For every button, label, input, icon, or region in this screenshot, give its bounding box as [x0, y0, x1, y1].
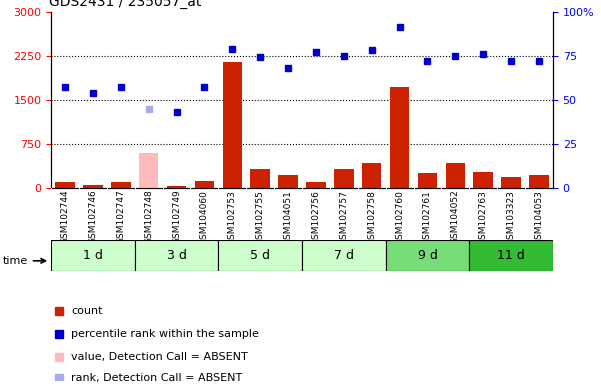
Bar: [474, 172, 493, 188]
Bar: [445, 163, 465, 188]
Bar: [278, 175, 298, 188]
Bar: [195, 181, 214, 188]
Text: GSM104051: GSM104051: [284, 190, 293, 245]
Bar: [390, 87, 409, 188]
Bar: [139, 153, 159, 188]
Text: 1 d: 1 d: [83, 249, 103, 262]
Text: GSM102763: GSM102763: [479, 190, 488, 245]
Text: rank, Detection Call = ABSENT: rank, Detection Call = ABSENT: [71, 374, 242, 384]
Text: GSM102758: GSM102758: [367, 190, 376, 245]
Text: 11 d: 11 d: [497, 249, 525, 262]
Bar: [529, 175, 549, 188]
Text: GSM102746: GSM102746: [88, 190, 97, 245]
Text: GDS2431 / 235057_at: GDS2431 / 235057_at: [49, 0, 201, 9]
Bar: [111, 182, 130, 188]
Text: GSM102757: GSM102757: [340, 190, 349, 245]
Text: GSM102744: GSM102744: [61, 190, 70, 244]
Text: 3 d: 3 d: [166, 249, 186, 262]
Bar: [83, 185, 103, 188]
Text: GSM102755: GSM102755: [255, 190, 264, 245]
Bar: [167, 186, 186, 188]
Text: GSM104053: GSM104053: [534, 190, 543, 245]
Bar: [222, 61, 242, 188]
Text: GSM102756: GSM102756: [311, 190, 320, 245]
Text: GSM102748: GSM102748: [144, 190, 153, 245]
Text: GSM104052: GSM104052: [451, 190, 460, 245]
FancyBboxPatch shape: [135, 240, 218, 271]
Text: time: time: [2, 256, 46, 266]
Text: count: count: [71, 306, 103, 316]
Text: GSM102749: GSM102749: [172, 190, 181, 245]
FancyBboxPatch shape: [51, 240, 135, 271]
Text: GSM102761: GSM102761: [423, 190, 432, 245]
FancyBboxPatch shape: [469, 240, 553, 271]
FancyBboxPatch shape: [302, 240, 386, 271]
Bar: [251, 169, 270, 188]
Text: value, Detection Call = ABSENT: value, Detection Call = ABSENT: [71, 351, 248, 361]
Text: GSM104060: GSM104060: [200, 190, 209, 245]
Text: GSM102760: GSM102760: [395, 190, 404, 245]
Bar: [334, 169, 353, 188]
Text: 5 d: 5 d: [250, 249, 270, 262]
Text: GSM103323: GSM103323: [507, 190, 516, 245]
Bar: [418, 174, 437, 188]
Text: 9 d: 9 d: [418, 249, 438, 262]
Bar: [362, 164, 382, 188]
Text: GSM102753: GSM102753: [228, 190, 237, 245]
Bar: [306, 182, 326, 188]
Text: percentile rank within the sample: percentile rank within the sample: [71, 329, 259, 339]
Bar: [501, 177, 521, 188]
FancyBboxPatch shape: [386, 240, 469, 271]
Text: 7 d: 7 d: [334, 249, 354, 262]
FancyBboxPatch shape: [218, 240, 302, 271]
Text: GSM102747: GSM102747: [116, 190, 125, 245]
Bar: [55, 182, 75, 188]
